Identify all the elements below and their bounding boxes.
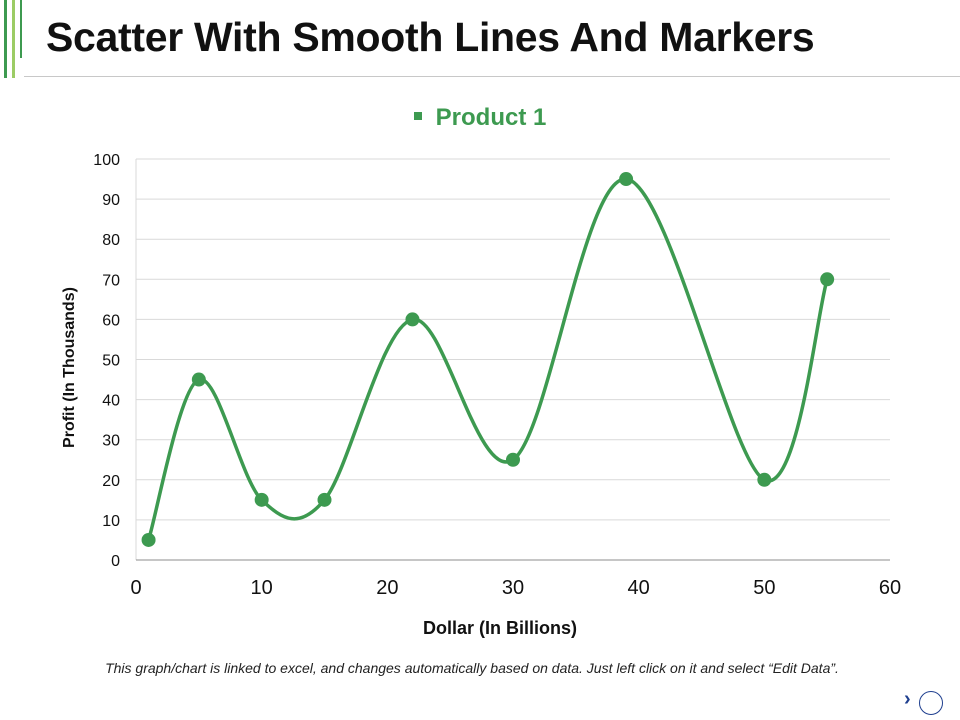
x-axis-title: Dollar (In Billions) — [423, 618, 577, 638]
title-divider — [24, 76, 960, 77]
y-tick-label: 60 — [102, 312, 120, 329]
legend-label: Product 1 — [435, 104, 547, 131]
x-tick-label: 0 — [130, 577, 141, 599]
data-point[interactable] — [317, 492, 332, 507]
y-axis-title: Profit (In Thousands) — [61, 287, 78, 448]
x-tick-label: 10 — [251, 577, 273, 599]
slide-title: Scatter With Smooth Lines And Markers — [46, 14, 815, 60]
chevron-right-icon[interactable]: › — [904, 688, 911, 710]
data-point[interactable] — [405, 312, 420, 327]
accent-bar — [4, 0, 7, 78]
legend-swatch — [413, 111, 422, 120]
data-point[interactable] — [191, 372, 206, 387]
x-tick-label: 60 — [879, 577, 901, 599]
y-tick-label: 70 — [102, 272, 120, 289]
y-tick-label: 80 — [102, 232, 120, 249]
accent-bar — [12, 0, 15, 78]
data-point[interactable] — [254, 492, 269, 507]
y-tick-label: 40 — [102, 393, 120, 410]
y-tick-label: 20 — [102, 473, 120, 490]
data-point[interactable] — [757, 472, 772, 487]
y-tick-label: 50 — [102, 353, 120, 370]
y-tick-label: 0 — [111, 553, 120, 570]
data-point[interactable] — [619, 172, 634, 187]
x-tick-label: 30 — [502, 577, 524, 599]
y-tick-label: 100 — [93, 152, 120, 169]
nav-circle-icon[interactable] — [919, 691, 943, 715]
x-tick-label: 50 — [753, 577, 775, 599]
accent-bar — [20, 0, 22, 58]
data-point[interactable] — [506, 452, 520, 467]
x-tick-label: 20 — [376, 577, 398, 599]
footnote: This graph/chart is linked to excel, and… — [105, 660, 839, 676]
x-tick-label: 40 — [628, 577, 650, 599]
chart-plot[interactable]: 0 10 20 30 40 50 60 70 80 90 100 0 10 20 30 40 50 60 Dolla… — [0, 90, 960, 650]
series-line — [146, 177, 829, 541]
data-point[interactable] — [820, 272, 835, 287]
y-tick-label: 30 — [102, 433, 120, 450]
chart-legend[interactable]: Product 1 — [0, 104, 960, 132]
chart[interactable]: Product 1 0 10 20 30 40 50 60 70 80 90 100 0 10 20 30 4… — [0, 90, 960, 650]
y-tick-label: 10 — [102, 513, 120, 530]
y-tick-label: 90 — [102, 192, 120, 209]
data-point[interactable] — [141, 532, 156, 547]
